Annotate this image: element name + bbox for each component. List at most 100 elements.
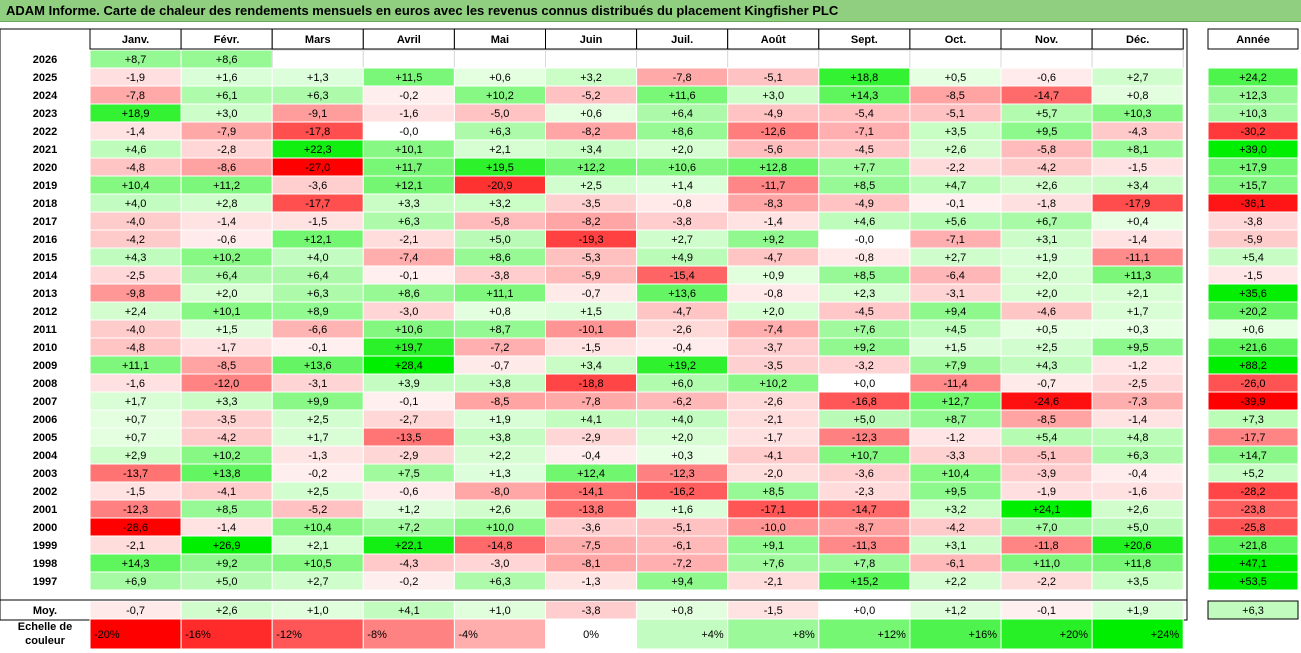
cell-value: +6,3 bbox=[398, 216, 420, 228]
cell-value: -7,4 bbox=[399, 252, 418, 264]
column-header: Déc. bbox=[1126, 34, 1149, 46]
cell-value: -11,3 bbox=[852, 540, 876, 552]
cell-value: -4,9 bbox=[855, 198, 874, 210]
cell-value: -2,9 bbox=[399, 450, 418, 462]
cell-value: +2,0 bbox=[1036, 270, 1058, 282]
cell-value: -1,4 bbox=[764, 216, 783, 228]
cell-value: +14,3 bbox=[850, 90, 878, 102]
row-year-label: 2016 bbox=[33, 234, 57, 246]
cell-value: +11,0 bbox=[1033, 558, 1060, 570]
cell-value: -10,0 bbox=[761, 522, 786, 534]
cell-value: +10,2 bbox=[486, 90, 514, 102]
cell-value: -3,0 bbox=[399, 306, 418, 318]
scale-label: couleur bbox=[25, 635, 65, 647]
cell-value: -0,1 bbox=[399, 396, 418, 408]
cell-value: +8,6 bbox=[671, 126, 693, 138]
cell-value: +2,7 bbox=[671, 234, 693, 246]
cell-value: -11,1 bbox=[1126, 252, 1150, 264]
cell-value: +20,6 bbox=[1124, 540, 1152, 552]
cell-value: -1,6 bbox=[126, 378, 145, 390]
heatmap-cell bbox=[818, 49, 911, 69]
cell-value: -4,3 bbox=[1128, 126, 1147, 138]
row-year-label: 2007 bbox=[33, 396, 57, 408]
cell-value: +2,0 bbox=[762, 306, 784, 318]
cell-value: +2,0 bbox=[216, 288, 238, 300]
cell-value: +3,8 bbox=[489, 378, 511, 390]
cell-value: +0,0 bbox=[853, 378, 875, 390]
cell-value: +15,2 bbox=[850, 576, 878, 588]
cell-value: +11,1 bbox=[486, 288, 513, 300]
cell-value: -17,9 bbox=[1125, 198, 1150, 210]
cell-value: +3,5 bbox=[1127, 576, 1149, 588]
cell-value: -2,8 bbox=[217, 144, 236, 156]
cell-value: +10,3 bbox=[1124, 108, 1152, 120]
cell-value: +1,9 bbox=[1036, 252, 1058, 264]
cell-value: +8,7 bbox=[945, 414, 967, 426]
cell-value: +11,3 bbox=[1124, 270, 1151, 282]
cell-value: -0,4 bbox=[582, 450, 601, 462]
scale-swatch bbox=[727, 618, 820, 650]
cell-value: +1,7 bbox=[307, 432, 329, 444]
cell-value: +3,9 bbox=[398, 378, 420, 390]
scale-swatch bbox=[180, 618, 273, 650]
row-year-label: 2018 bbox=[33, 198, 57, 210]
cell-value: -3,3 bbox=[946, 450, 965, 462]
cell-value: -2,3 bbox=[855, 486, 874, 498]
scale-label-value: +24% bbox=[1151, 629, 1180, 641]
cell-value: -3,1 bbox=[308, 378, 327, 390]
cell-value: +2,0 bbox=[1036, 288, 1058, 300]
cell-value: +8,5 bbox=[853, 180, 875, 192]
cell-value: -5,1 bbox=[946, 108, 965, 120]
cell-value: +28,4 bbox=[395, 360, 423, 372]
cell-value: -4,1 bbox=[217, 486, 236, 498]
cell-value: +0,7 bbox=[125, 432, 147, 444]
cell-value: -4,1 bbox=[764, 450, 783, 462]
cell-value: -8,2 bbox=[582, 126, 601, 138]
cell-value: -4,2 bbox=[1037, 162, 1056, 174]
cell-value: +10,2 bbox=[759, 378, 787, 390]
cell-value: +6,4 bbox=[307, 270, 329, 282]
cell-value: -17,7 bbox=[305, 198, 330, 210]
cell-value: -3,6 bbox=[855, 468, 874, 480]
cell-value: +9,2 bbox=[853, 342, 875, 354]
cell-value: -12,3 bbox=[852, 432, 877, 444]
cell-value: +0,3 bbox=[671, 450, 693, 462]
cell-value: -0,2 bbox=[399, 576, 418, 588]
cell-value: -4,7 bbox=[673, 306, 692, 318]
column-header: Nov. bbox=[1035, 34, 1058, 46]
cell-value: -2,2 bbox=[946, 162, 965, 174]
cell-value: +2,7 bbox=[945, 252, 967, 264]
cell-value: +4,6 bbox=[125, 144, 147, 156]
cell-value: +8,6 bbox=[398, 288, 420, 300]
cell-value: +9,2 bbox=[216, 558, 238, 570]
avg-label: Moy. bbox=[33, 605, 57, 617]
cell-value: +12,7 bbox=[942, 396, 970, 408]
cell-value: +3,4 bbox=[1127, 180, 1149, 192]
row-year-label: 2004 bbox=[33, 450, 58, 462]
cell-value: -12,0 bbox=[214, 378, 239, 390]
year-total-value: +20,2 bbox=[1239, 306, 1267, 318]
cell-value: +10,2 bbox=[213, 450, 241, 462]
cell-value: +12,1 bbox=[304, 234, 332, 246]
cell-value: -24,6 bbox=[1034, 396, 1059, 408]
cell-value: -12,3 bbox=[670, 468, 695, 480]
heatmap-cell bbox=[1091, 49, 1184, 69]
cell-value: -6,2 bbox=[673, 396, 692, 408]
cell-value: +1,6 bbox=[671, 504, 693, 516]
cell-value: -1,4 bbox=[217, 522, 236, 534]
row-year-label: 2000 bbox=[33, 522, 57, 534]
row-year-label: 2020 bbox=[33, 162, 57, 174]
cell-value: -8,6 bbox=[217, 162, 236, 174]
cell-value: +6,3 bbox=[1127, 450, 1149, 462]
cell-value: +4,6 bbox=[853, 216, 875, 228]
cell-value: -7,8 bbox=[126, 90, 145, 102]
year-total-value: -1,5 bbox=[1244, 270, 1263, 282]
cell-value: +12,2 bbox=[577, 162, 605, 174]
scale-label-value: -12% bbox=[276, 629, 302, 641]
heatmap-cell bbox=[727, 49, 820, 69]
cell-value: +22,3 bbox=[304, 144, 332, 156]
cell-value: -4,2 bbox=[217, 432, 236, 444]
year-total-value: +53,5 bbox=[1239, 576, 1267, 588]
cell-value: -0,1 bbox=[946, 198, 965, 210]
cell-value: -19,3 bbox=[579, 234, 604, 246]
